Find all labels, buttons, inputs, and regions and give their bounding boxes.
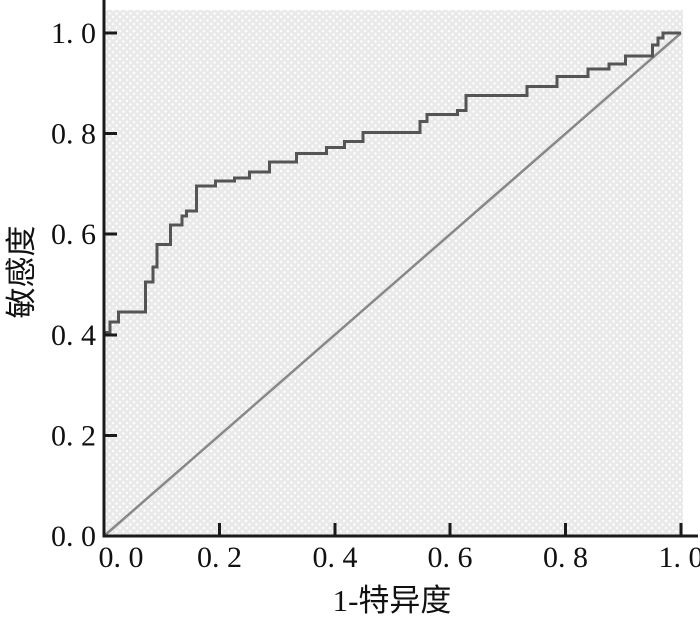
- chart-layers: 0. 0 0. 2 0. 4 0. 6 0. 8 1. 0 0. 0 0. 2 0. 4 0. 6…: [51, 0, 700, 574]
- y-tick-label: 0. 2: [51, 420, 96, 453]
- x-tick-label: 1. 0: [659, 541, 700, 574]
- roc-curve: [104, 31, 681, 334]
- plot-area: [106, 10, 683, 535]
- x-tick-label: 0. 6: [428, 541, 473, 574]
- x-tick-label: 0. 2: [197, 541, 242, 574]
- x-tick-label: 0. 4: [313, 541, 358, 574]
- y-tick-label: 1. 0: [51, 17, 96, 50]
- y-tick-label: 0. 8: [51, 118, 96, 151]
- y-tick-label: 0. 0: [51, 520, 96, 553]
- x-tick-label: 0. 0: [99, 541, 144, 574]
- x-axis-title: 1-特异度: [333, 583, 452, 618]
- y-tick-label: 0. 4: [51, 319, 96, 352]
- x-tick-label: 0. 8: [543, 541, 588, 574]
- y-axis-title: 敏感度: [4, 226, 39, 319]
- y-tick-label: 0. 6: [51, 218, 96, 251]
- chance-diagonal: [103, 32, 682, 537]
